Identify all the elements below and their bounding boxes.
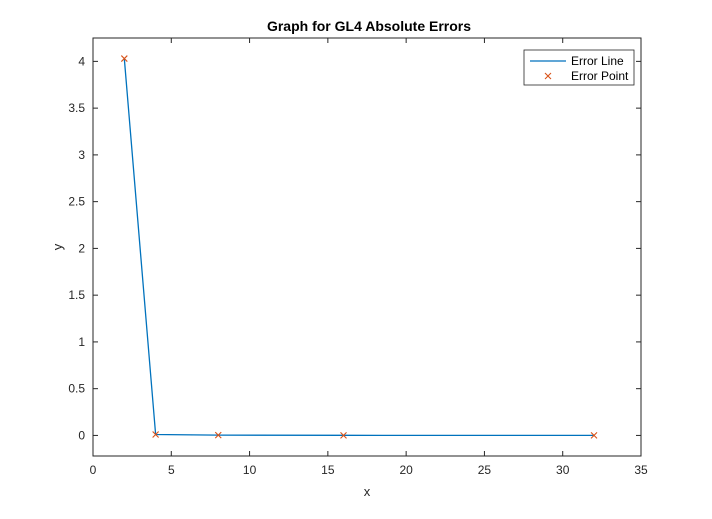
y-tick-label: 2 <box>78 241 85 255</box>
y-tick-label: 2.5 <box>68 195 85 209</box>
y-tick-label: 0 <box>78 428 85 442</box>
y-axis: 0 0.5 1 1.5 2 2.5 3 3.5 4 <box>68 54 641 442</box>
y-tick-label: 1.5 <box>68 288 85 302</box>
x-tick-label: 0 <box>90 463 97 477</box>
series-layer <box>120 55 598 439</box>
error-point-marker <box>590 431 598 439</box>
axes-box <box>92 37 642 457</box>
x-tick-label: 15 <box>321 463 335 477</box>
chart-title: Graph for GL4 Absolute Errors <box>267 18 471 34</box>
error-point-marker <box>340 431 347 439</box>
x-tick-label: 10 <box>243 463 257 477</box>
x-tick-label: 35 <box>634 463 648 477</box>
legend: Error Line Error Point <box>523 49 635 86</box>
error-point-marker <box>152 431 160 438</box>
plot-area <box>92 37 642 457</box>
y-tick-label: 1 <box>78 335 85 349</box>
x-tick-label: 5 <box>168 463 175 477</box>
error-point-marker <box>214 431 222 439</box>
legend-entry-error-line: Error Line <box>571 54 624 68</box>
x-tick-label: 30 <box>556 463 570 477</box>
y-tick-label: 3.5 <box>68 101 85 115</box>
error-point-marker <box>120 55 128 62</box>
x-tick-label: 25 <box>478 463 492 477</box>
x-axis: 0 5 10 15 20 25 30 35 <box>90 38 648 477</box>
legend-entry-error-point: Error Point <box>571 69 629 83</box>
legend-box <box>523 49 635 86</box>
y-tick-label: 0.5 <box>68 382 85 396</box>
y-tick-label: 3 <box>78 148 85 162</box>
legend-marker-swatch <box>544 72 552 80</box>
x-axis-label: x <box>364 484 371 499</box>
x-tick-label: 20 <box>399 463 413 477</box>
y-tick-label: 4 <box>78 54 85 68</box>
y-axis-label: y <box>50 243 65 250</box>
